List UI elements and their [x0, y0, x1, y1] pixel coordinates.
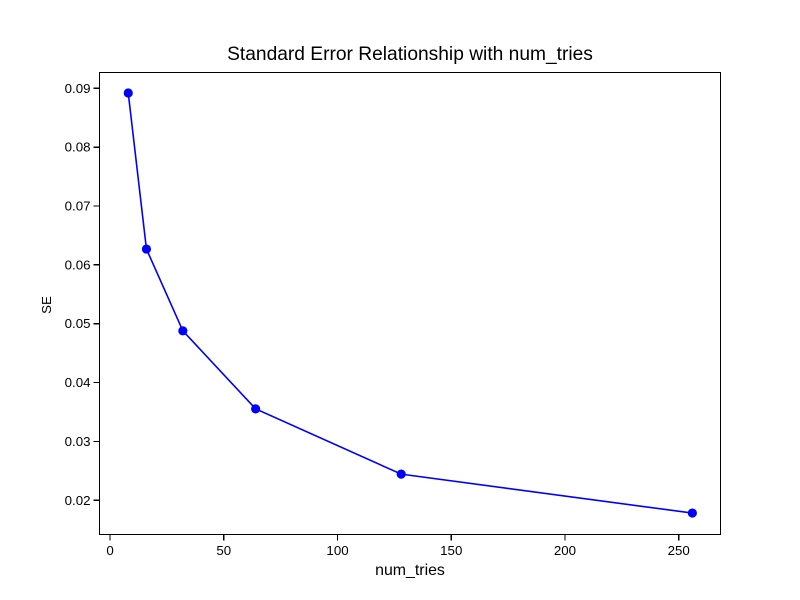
svg-text:0.08: 0.08	[65, 140, 91, 155]
svg-text:200: 200	[554, 543, 576, 558]
svg-text:0.09: 0.09	[65, 81, 91, 96]
svg-text:250: 250	[668, 543, 690, 558]
svg-text:0: 0	[106, 543, 113, 558]
svg-text:0.02: 0.02	[65, 493, 91, 508]
svg-text:50: 50	[216, 543, 231, 558]
svg-text:0.03: 0.03	[65, 434, 91, 449]
svg-text:0.06: 0.06	[65, 257, 91, 272]
svg-text:0.07: 0.07	[65, 199, 91, 214]
svg-text:0.04: 0.04	[65, 375, 91, 390]
svg-text:150: 150	[440, 543, 462, 558]
svg-text:0.05: 0.05	[65, 316, 91, 331]
svg-text:100: 100	[326, 543, 348, 558]
